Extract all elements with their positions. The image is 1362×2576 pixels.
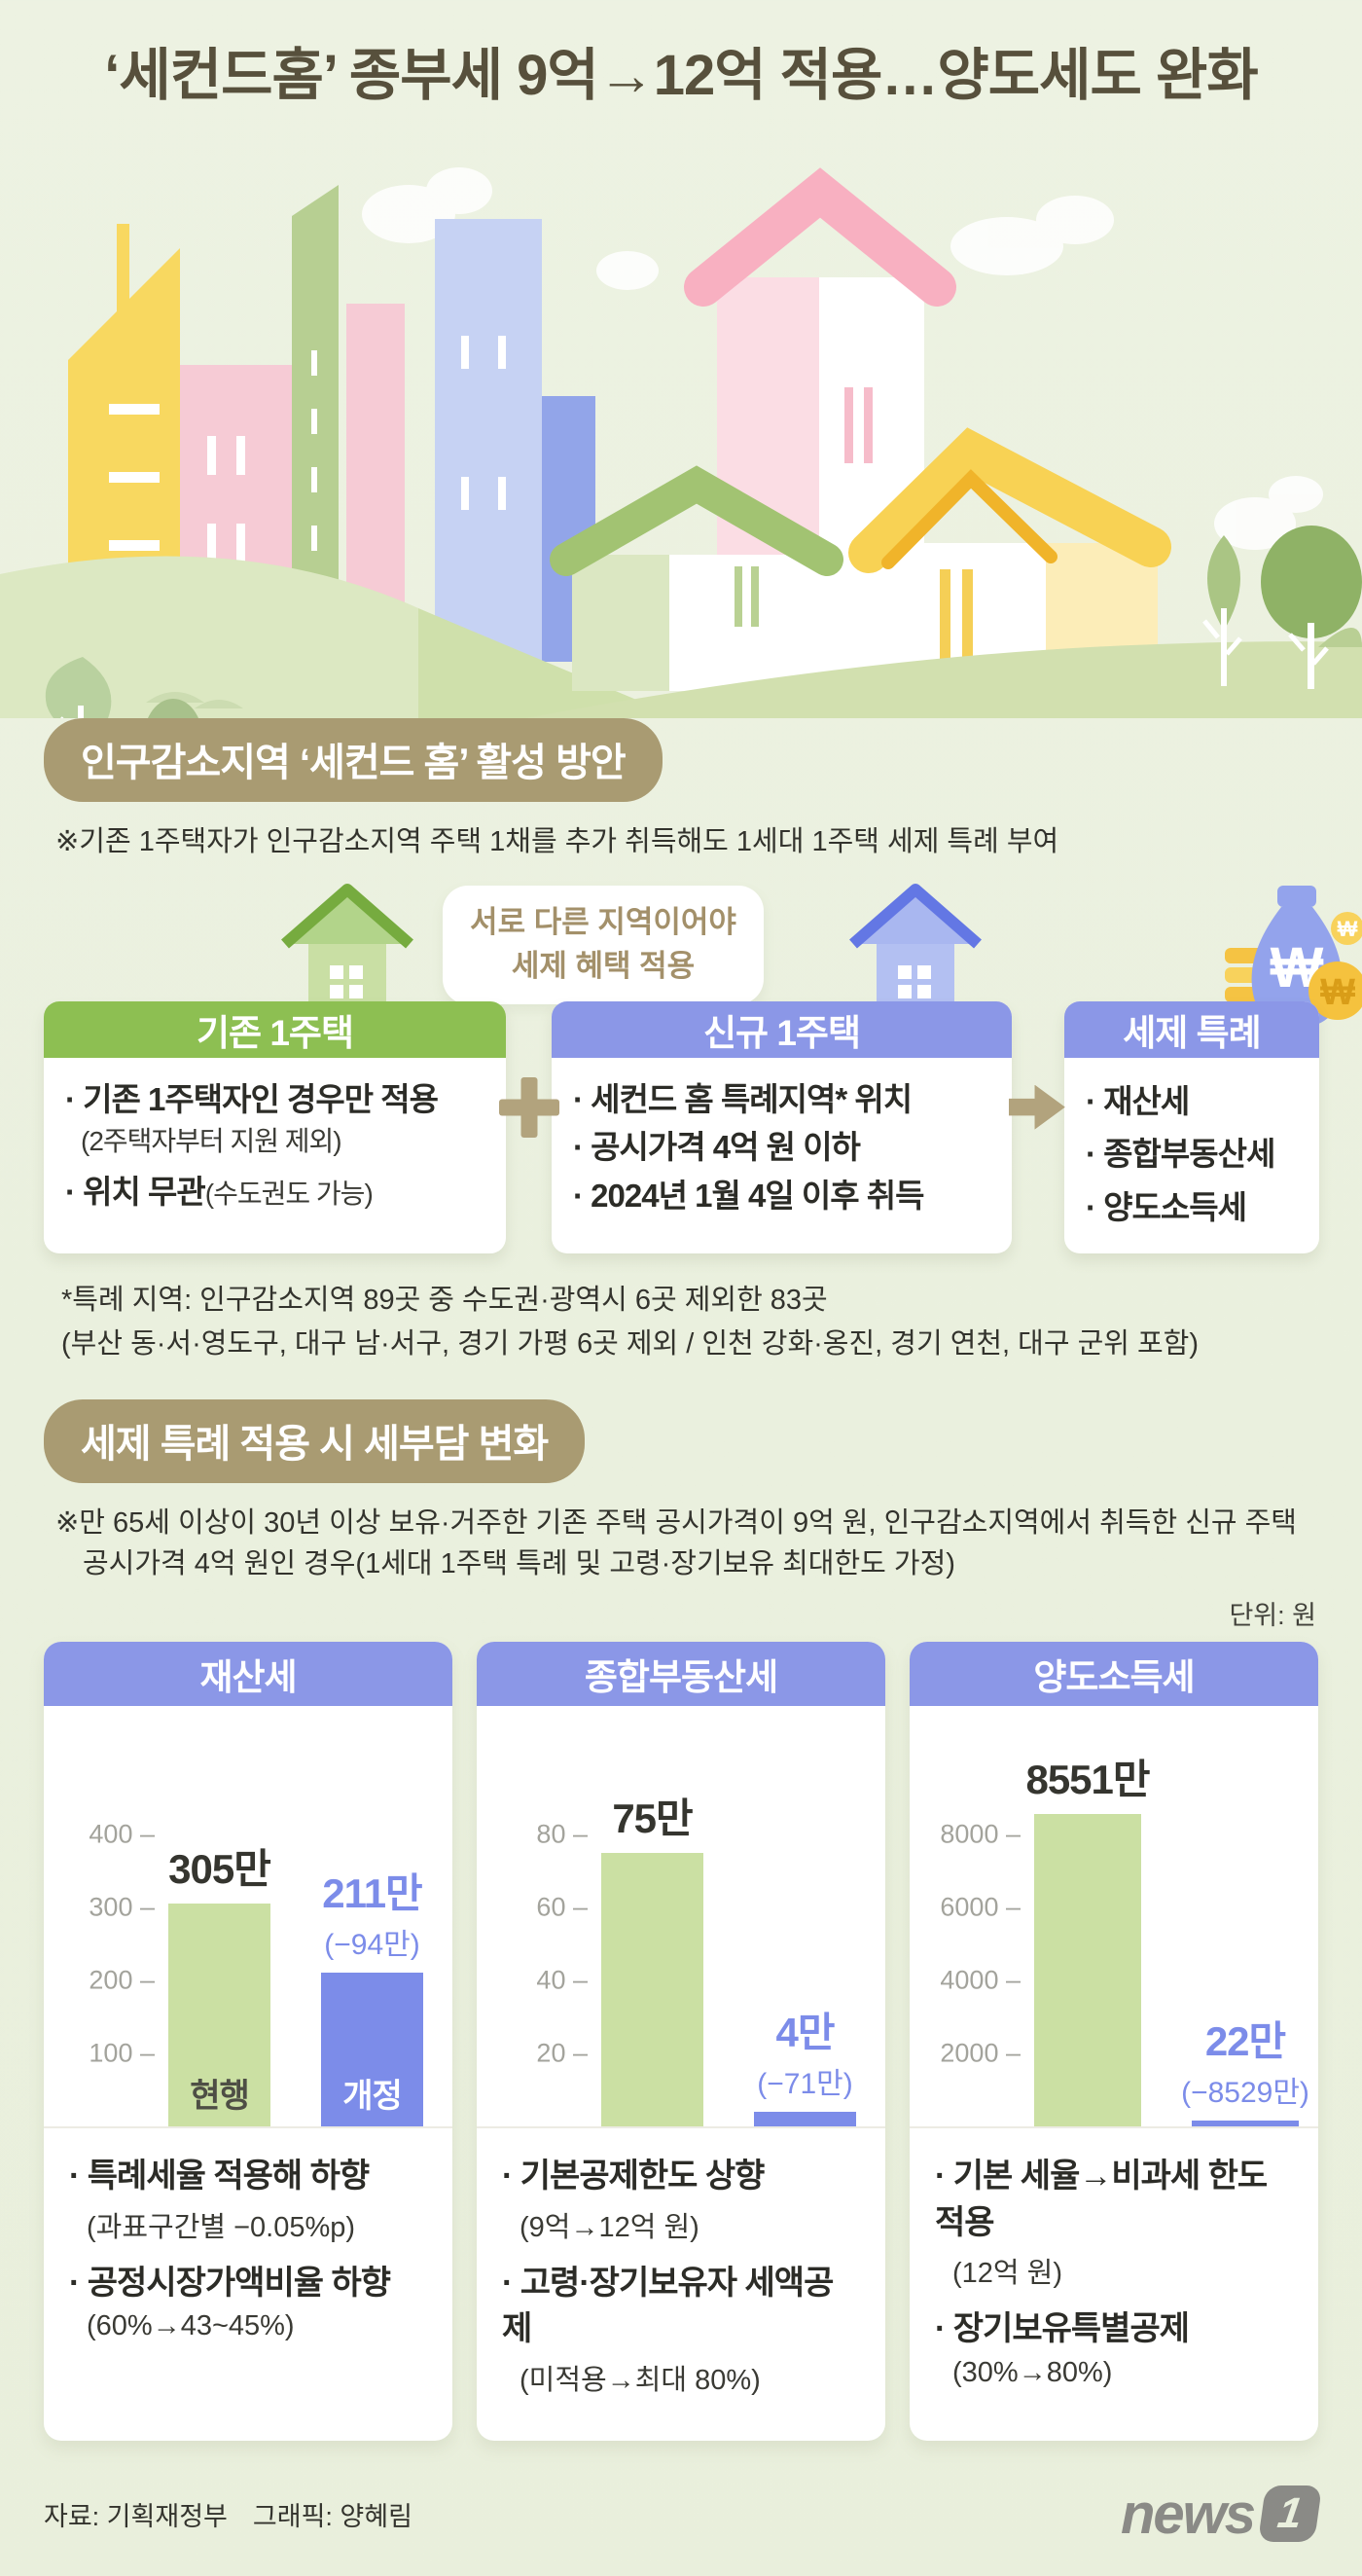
list-item: 종합부동산세 bbox=[1086, 1128, 1298, 1180]
bar-value-label: 22만 bbox=[1204, 2018, 1286, 2065]
axis-tick: 2000 bbox=[931, 2039, 1021, 2069]
list-item: 공시가격 4억 원 이하 bbox=[573, 1123, 990, 1172]
axis-tick: 100 bbox=[65, 2039, 155, 2069]
bar-revised: 211만 (−94만) 개정 bbox=[321, 1861, 423, 2127]
news1-logo: news 1 bbox=[1120, 2482, 1323, 2547]
city-illustration bbox=[0, 117, 1362, 813]
page-title: ‘세컨드홈’ 종부세 9억→12억 적용…양도세도 완화 bbox=[104, 44, 1258, 107]
axis-tick: 40 bbox=[498, 1966, 588, 1996]
note-item: 장기보유특별공제 (30%→80%) bbox=[935, 2306, 1293, 2389]
news1-logo-badge: 1 bbox=[1257, 2485, 1323, 2543]
box-tax-benefits: 세제 특례 재산세 종합부동산세 양도소득세 bbox=[1064, 1000, 1319, 1254]
bar-chart: 8000 6000 4000 2000 8551만 22만 (−8529만) bbox=[910, 1706, 1318, 2127]
news1-logo-word: news bbox=[1120, 2482, 1256, 2546]
section-tax-burden-change: 세제 특례 적용 시 세부담 변화 ※만 65세 이상이 30년 이상 보유·거… bbox=[44, 1398, 1318, 2441]
bubble-line1: 서로 다른 지역이어야 bbox=[470, 905, 736, 940]
trees-right bbox=[1202, 526, 1362, 689]
bubble-line2: 세제 혜택 적용 bbox=[511, 948, 696, 983]
bar-chart: 400 300 200 100 305만 현행 211만 (−94만) 개정 bbox=[44, 1706, 452, 2127]
scheme-boxes: 기존 1주택 기존 1주택자인 경우만 적용 (2주택자부터 지원 제외) 위치… bbox=[44, 1000, 1319, 1254]
bar-revised: 22만 (−8529만) bbox=[1181, 2009, 1309, 2127]
box-new-home-header: 신규 1주택 bbox=[552, 1000, 1012, 1058]
box-new-home: 신규 1주택 세컨드 홈 특례지역* 위치 공시가격 4억 원 이하 2024년… bbox=[552, 1000, 1012, 1254]
axis-tick: 80 bbox=[498, 1820, 588, 1850]
section2-note: ※만 65세 이상이 30년 이상 보유·거주한 기존 주택 공시가격이 9억 … bbox=[55, 1506, 1297, 1579]
chart-card-property-tax: 재산세 400 300 200 100 305만 현행 211만 (−94만) bbox=[44, 1642, 452, 2441]
axis-tick: 400 bbox=[65, 1820, 155, 1850]
list-item: 기존 1주택자인 경우만 적용 (2주택자부터 지원 제외) bbox=[65, 1075, 484, 1160]
bar-name-label: 현행 bbox=[190, 2078, 250, 2116]
bar-delta-label: (−71만) bbox=[757, 2068, 853, 2101]
list-item: 2024년 1월 4일 이후 취득 bbox=[573, 1172, 990, 1220]
footnote-line2: (부산 동·서·영도구, 대구 남·서구, 경기 가평 6곳 제외 / 인천 강… bbox=[61, 1327, 1200, 1360]
note-item: 특례세율 적용해 하향 (과표구간별 −0.05%p) bbox=[69, 2154, 427, 2245]
house-green bbox=[550, 465, 843, 691]
list-item: 위치 무관(수도권도 가능) bbox=[65, 1168, 484, 1216]
source-credit: 자료: 기획재정부 그래픽: 양혜림 bbox=[44, 2501, 412, 2531]
note-item: 고령·장기보유자 세액공제 (미적용→최대 80%) bbox=[502, 2261, 860, 2398]
section1-note: ※기존 1주택자가 인구감소지역 주택 1채를 추가 취득해도 1세대 1주택 … bbox=[55, 826, 1059, 857]
footer: 자료: 기획재정부 그래픽: 양혜림 news 1 bbox=[44, 2482, 1323, 2547]
footnote-line1: *특례 지역: 인구감소지역 89곳 중 수도권·광역시 6곳 제외한 83곳 bbox=[61, 1285, 828, 1317]
bar-value-label: 4만 bbox=[775, 2010, 836, 2056]
axis-tick: 200 bbox=[65, 1966, 155, 1996]
axis-tick: 300 bbox=[65, 1893, 155, 1923]
arrow-right-icon bbox=[1012, 1001, 1064, 1253]
note-item: 기본공제한도 상향 (9억→12억 원) bbox=[502, 2154, 860, 2245]
bar-value-label: 8551만 bbox=[1025, 1757, 1150, 1803]
section-second-home-plan: 인구감소지역 ‘세컨드 홈’ 활성 방안 ※기존 1주택자가 인구감소지역 주택… bbox=[44, 718, 1362, 1366]
note-item: 기본 세율→비과세 한도 적용 (12억 원) bbox=[935, 2154, 1293, 2291]
chart-notes: 특례세율 적용해 하향 (과표구간별 −0.05%p) 공정시장가액비율 하향 … bbox=[44, 2126, 452, 2390]
svg-text:₩: ₩ bbox=[1320, 972, 1355, 1013]
chart-notes: 기본 세율→비과세 한도 적용 (12억 원) 장기보유특별공제 (30%→80… bbox=[910, 2126, 1318, 2432]
speech-bubble: 서로 다른 지역이어야 세제 혜택 적용 bbox=[443, 886, 764, 1004]
section2-heading: 세제 특례 적용 시 세부담 변화 bbox=[44, 1398, 586, 1483]
chart-card-comprehensive-tax: 종합부동산세 80 60 40 20 75만 4만 (−71만) bbox=[477, 1642, 885, 2441]
chart-notes: 기본공제한도 상향 (9억→12억 원) 고령·장기보유자 세액공제 (미적용→… bbox=[477, 2126, 885, 2441]
unit-label: 단위: 원 bbox=[1229, 1601, 1316, 1631]
bar-delta-label: (−94만) bbox=[324, 1928, 420, 1961]
bar-value-label: 75만 bbox=[612, 1795, 693, 1841]
svg-text:₩: ₩ bbox=[1338, 917, 1358, 941]
clouds bbox=[362, 167, 1323, 550]
bar-current: 305만 현행 bbox=[168, 1836, 271, 2127]
bar-delta-label: (−8529만) bbox=[1181, 2077, 1309, 2110]
box-existing-home: 기존 1주택 기존 1주택자인 경우만 적용 (2주택자부터 지원 제외) 위치… bbox=[44, 1000, 506, 1254]
axis-tick: 20 bbox=[498, 2039, 588, 2069]
bar-revised: 4만 (−71만) bbox=[754, 2000, 856, 2127]
bar-value-label: 211만 bbox=[322, 1869, 422, 1916]
bar-name-label: 개정 bbox=[342, 2078, 403, 2116]
box-existing-home-header: 기존 1주택 bbox=[44, 1000, 506, 1058]
axis-tick: 8000 bbox=[931, 1820, 1021, 1850]
chart-cards: 재산세 400 300 200 100 305만 현행 211만 (−94만) bbox=[44, 1642, 1318, 2441]
chart-title: 재산세 bbox=[44, 1642, 452, 1707]
bar-current: 75만 bbox=[601, 1786, 703, 2127]
axis-tick: 4000 bbox=[931, 1966, 1021, 1996]
list-item: 세컨드 홈 특례지역* 위치 bbox=[573, 1075, 990, 1124]
chart-title: 양도소득세 bbox=[910, 1642, 1318, 1707]
section1-footnote: *특례 지역: 인구감소지역 89곳 중 수도권·광역시 6곳 제외한 83곳 … bbox=[61, 1279, 1318, 1366]
list-item: 양도소득세 bbox=[1086, 1181, 1298, 1234]
chart-card-capital-gains-tax: 양도소득세 8000 6000 4000 2000 8551만 22만 (−85… bbox=[910, 1642, 1318, 2441]
bar-chart: 80 60 40 20 75만 4만 (−71만) bbox=[477, 1706, 885, 2127]
axis-tick: 6000 bbox=[931, 1893, 1021, 1923]
section1-heading: 인구감소지역 ‘세컨드 홈’ 활성 방안 bbox=[44, 718, 663, 802]
scheme-diagram: 서로 다른 지역이어야 세제 혜택 적용 ₩ bbox=[44, 872, 1362, 1254]
plus-icon bbox=[506, 1001, 552, 1253]
note-item: 공정시장가액비율 하향 (60%→43~45%) bbox=[69, 2261, 427, 2343]
bar-current: 8551만 bbox=[1025, 1747, 1151, 2127]
axis-tick: 60 bbox=[498, 1893, 588, 1923]
money-bag-icon: ₩ ₩ ₩ bbox=[1225, 886, 1362, 1029]
list-item: 재산세 bbox=[1086, 1075, 1298, 1128]
bar-value-label: 305만 bbox=[168, 1846, 271, 1893]
city-illustration-svg bbox=[0, 167, 1362, 813]
box-tax-benefits-header: 세제 특례 bbox=[1064, 1000, 1319, 1058]
chart-title: 종합부동산세 bbox=[477, 1642, 885, 1707]
